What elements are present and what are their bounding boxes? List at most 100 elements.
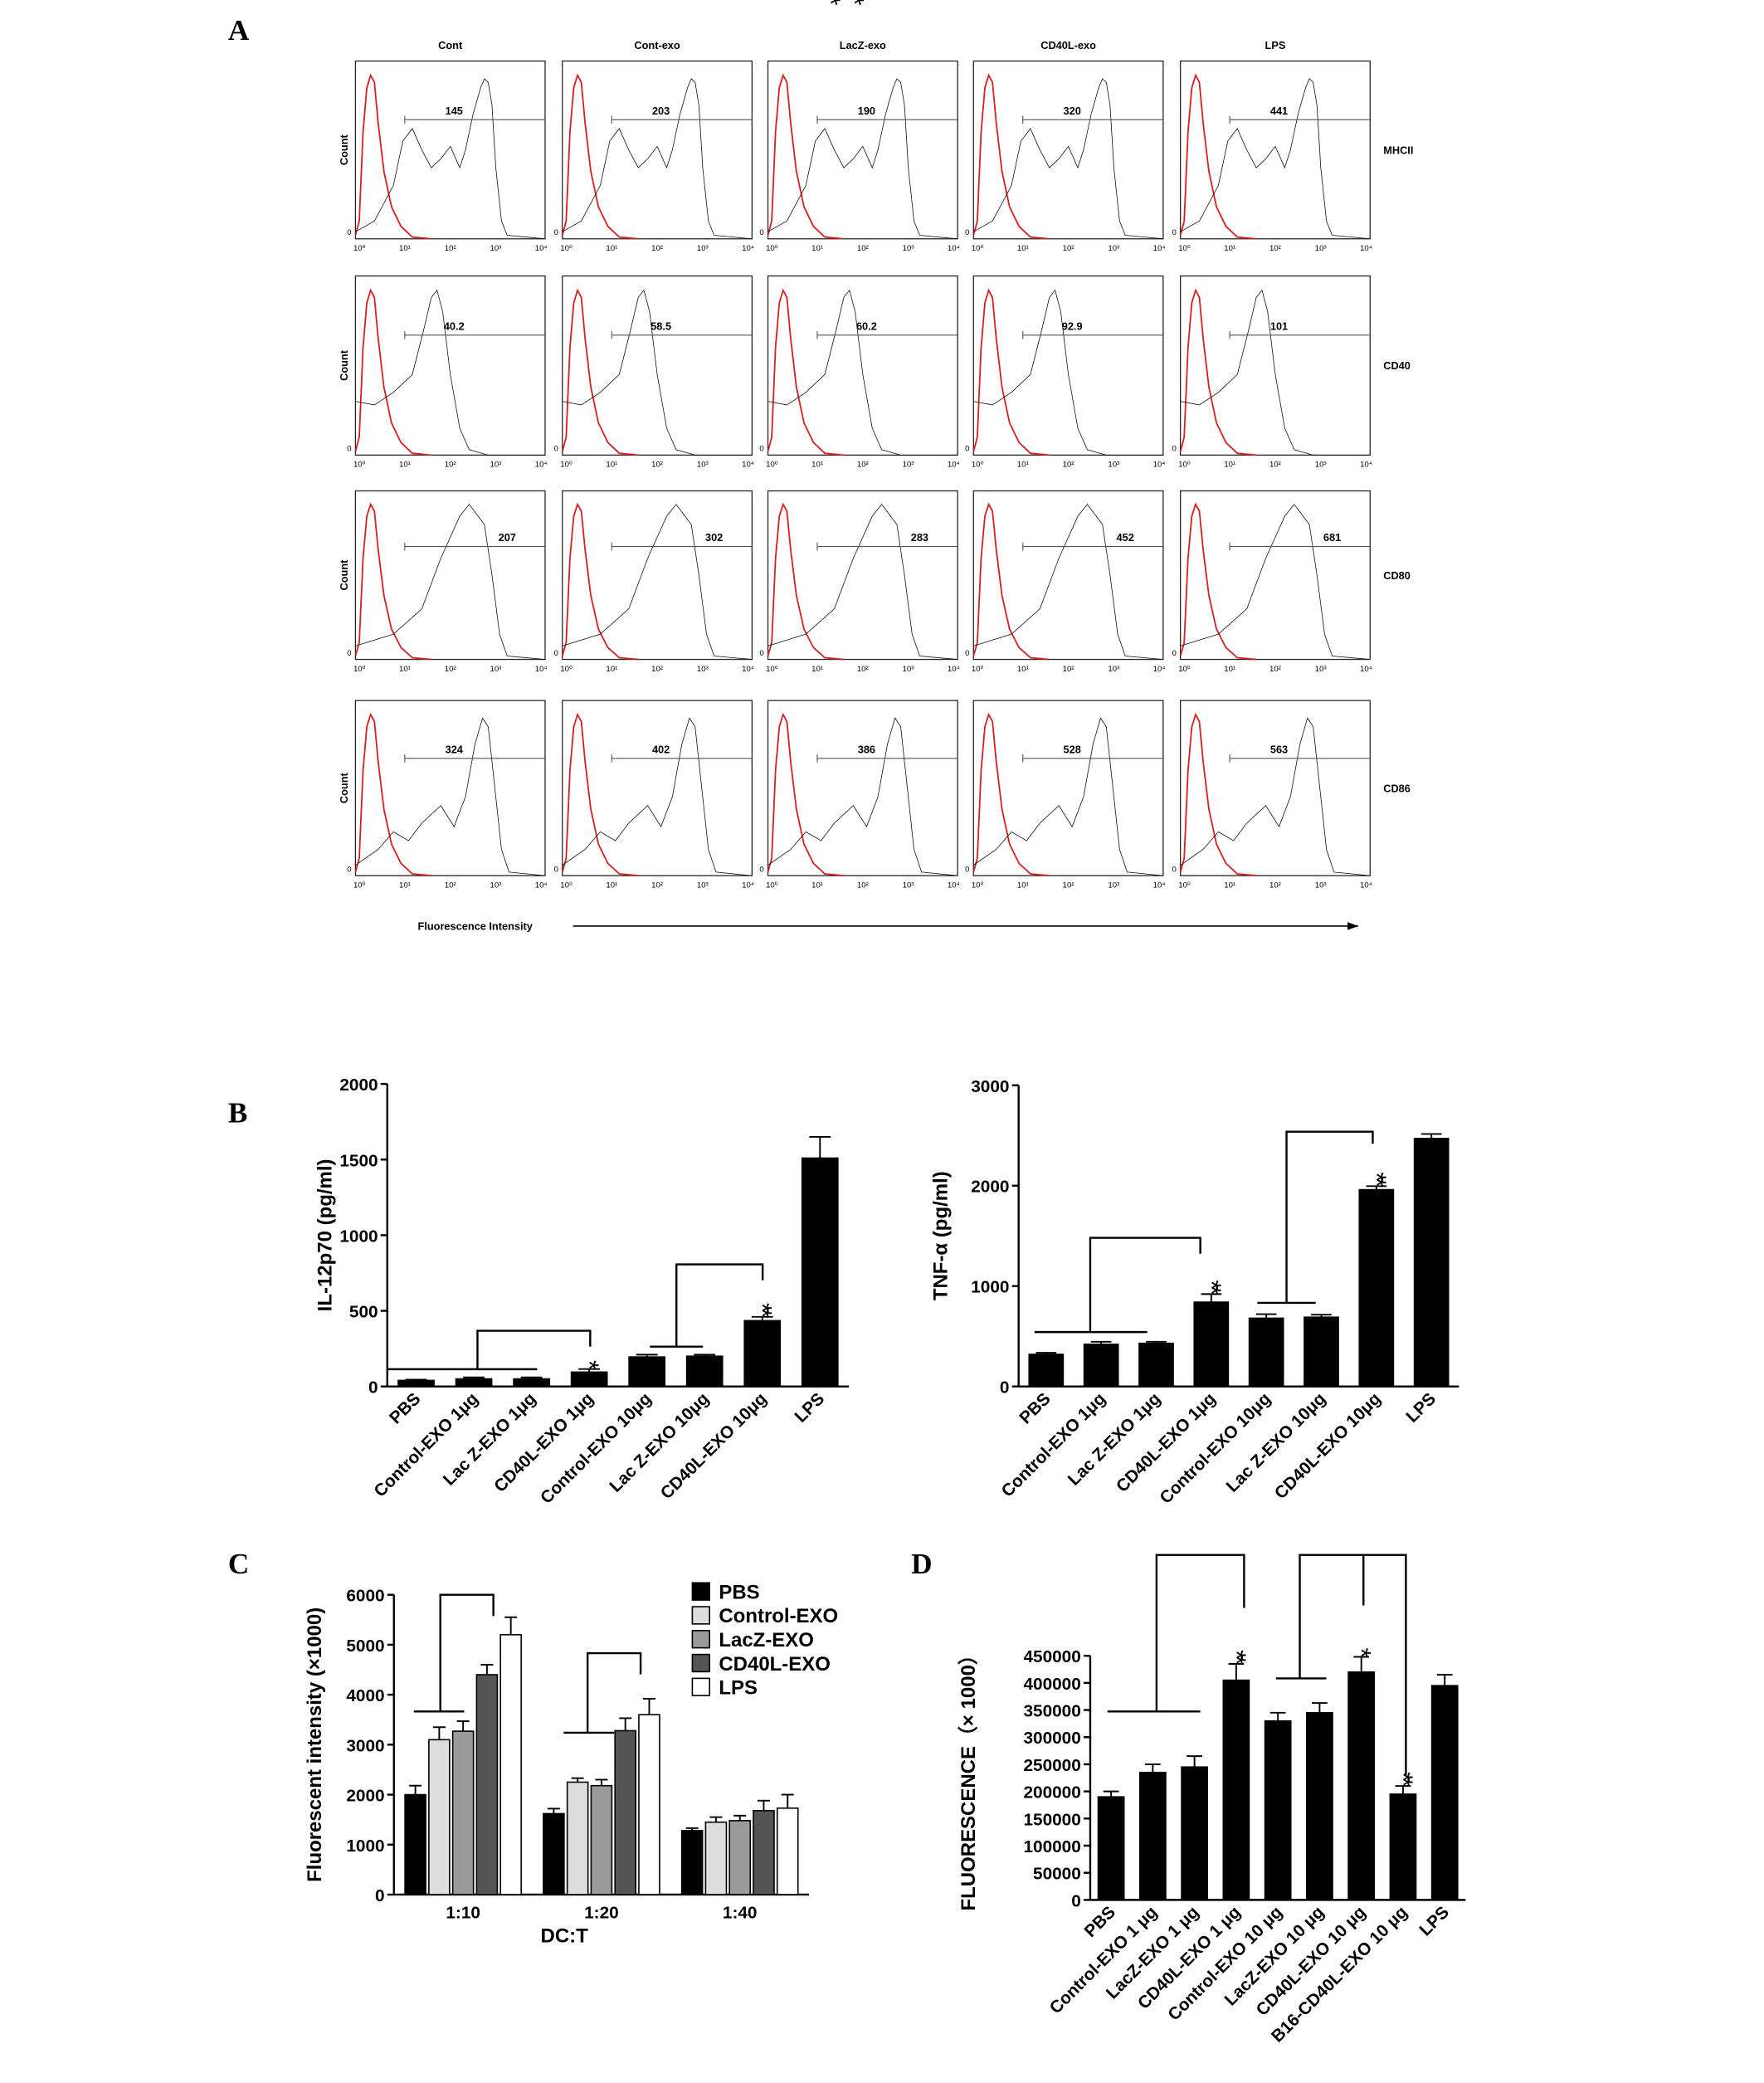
histogram-frame [972,490,1164,661]
y-tick-label: 1000 [971,1278,1009,1297]
isotype-curve [973,290,1049,456]
significance-mark: ** [748,1303,777,1318]
bar [1248,1317,1284,1388]
mfi-value: 681 [1323,531,1341,544]
y-tick-label: 1500 [339,1151,378,1170]
bar [1304,1316,1339,1388]
stain-curve [561,503,753,661]
stain-curve [767,503,959,661]
significance-bracket [1155,1554,1245,1712]
histogram-frame [767,275,958,456]
x-tick-label: 10² [445,665,456,674]
x-tick-label: 10⁰ [560,461,573,470]
bar [1347,1671,1376,1901]
x-tick-label: 10¹ [811,244,823,253]
x-tick-label: 10⁰ [560,665,573,674]
legend-label: LacZ-EXO [719,1629,814,1651]
histogram-frame [972,60,1164,240]
legend-label: CD40L-EXO [719,1653,831,1676]
legend-swatch [691,1653,710,1673]
y-tick-label: 0 [1000,1378,1010,1398]
stain-curve [354,503,546,661]
isotype-curve [768,505,844,660]
y-tick-label: 6000 [346,1587,384,1606]
isotype-curve [355,715,431,876]
significance-bracket [1299,1554,1407,1776]
x-tick-label: 10⁰ [766,244,778,253]
y-tick-label: 0 [347,228,351,237]
significance-mark: ** [816,0,845,5]
x-tick-label: 10³ [1108,461,1119,470]
histogram-frame [767,60,958,240]
x-tick-label: 10² [651,461,663,470]
x-tick-label: 10³ [1108,881,1119,890]
x-tick-label: 10² [1063,461,1074,470]
isotype-curve [973,505,1049,660]
mfi-value: 441 [1270,105,1288,117]
mfi-value: 40.2 [444,320,465,332]
mfi-value: 207 [499,531,516,544]
x-tick-label: 10² [445,881,456,890]
histogram-frame [1180,700,1371,876]
y-tick-label: 3000 [971,1077,1009,1096]
column-header: CD40L-exo [1040,39,1096,51]
isotype-curve [768,290,844,456]
x-tick-label: 1:20 [584,1904,619,1923]
y-tick-label: 0 [347,865,351,874]
y-tick-label: 0 [375,1886,385,1905]
mfi-value: 528 [1064,743,1081,755]
x-tick-label: 10¹ [399,881,411,890]
legend-label: Control-EXO [719,1605,838,1627]
x-tick-label: 10¹ [1224,244,1235,253]
x-tick-label: 10¹ [811,665,823,674]
bar [729,1820,752,1895]
bar [397,1379,435,1388]
x-tick-label: 10¹ [811,881,823,890]
isotype-curve [563,505,638,660]
bar [704,1821,728,1895]
histogram-frame [354,700,546,876]
x-tick-label: 10² [1269,881,1281,890]
x-tick-label: 10⁴ [1360,461,1372,470]
y-tick-label: 3000 [346,1736,384,1755]
x-tick-label: 10⁴ [1360,244,1372,253]
y-tick-label: 0 [965,649,969,658]
histogram-frame [972,275,1164,456]
x-tick-label: 10² [651,665,663,674]
y-tick-label: 2000 [971,1178,1009,1197]
column-header: Cont-exo [634,39,680,51]
column-header: LPS [1265,39,1286,51]
significance-mark: ** [1196,1280,1226,1295]
x-tick-label: 10² [857,244,869,253]
x-tick-label: 10³ [1315,461,1327,470]
y-axis-label: Fluorescent intensity (×1000) [304,1607,326,1882]
bar [628,1356,666,1388]
bar [1306,1712,1333,1901]
x-tick-label: 10⁰ [972,665,984,674]
significance-bracket [1285,1130,1374,1303]
y-tick-label: 0 [759,445,763,454]
x-tick-label: 10¹ [1224,881,1235,890]
y-tick-label: 5000 [346,1637,384,1656]
x-tick-label: PBS [386,1389,425,1428]
mfi-value: 145 [446,105,463,117]
x-tick-label: 10³ [697,461,709,470]
stain-curve [561,78,753,240]
bar [1083,1344,1119,1388]
x-tick-label: 10⁴ [1153,665,1166,674]
x-tick-label: 10³ [490,461,502,470]
histogram-frame [562,700,753,876]
bar [566,1781,589,1895]
significance-bracket [476,1329,592,1369]
bar [1264,1720,1292,1901]
isotype-curve [1181,505,1256,660]
stain-curve [354,78,546,240]
x-tick-label: 10⁴ [535,881,548,890]
x-tick-label: 10¹ [1017,881,1029,890]
x-tick-label: 10⁴ [1153,461,1166,470]
x-tick-label: 10⁰ [1178,461,1191,470]
bar [1193,1301,1230,1388]
x-tick-label: 10⁴ [742,881,754,890]
x-tick-label: 10² [857,881,869,890]
